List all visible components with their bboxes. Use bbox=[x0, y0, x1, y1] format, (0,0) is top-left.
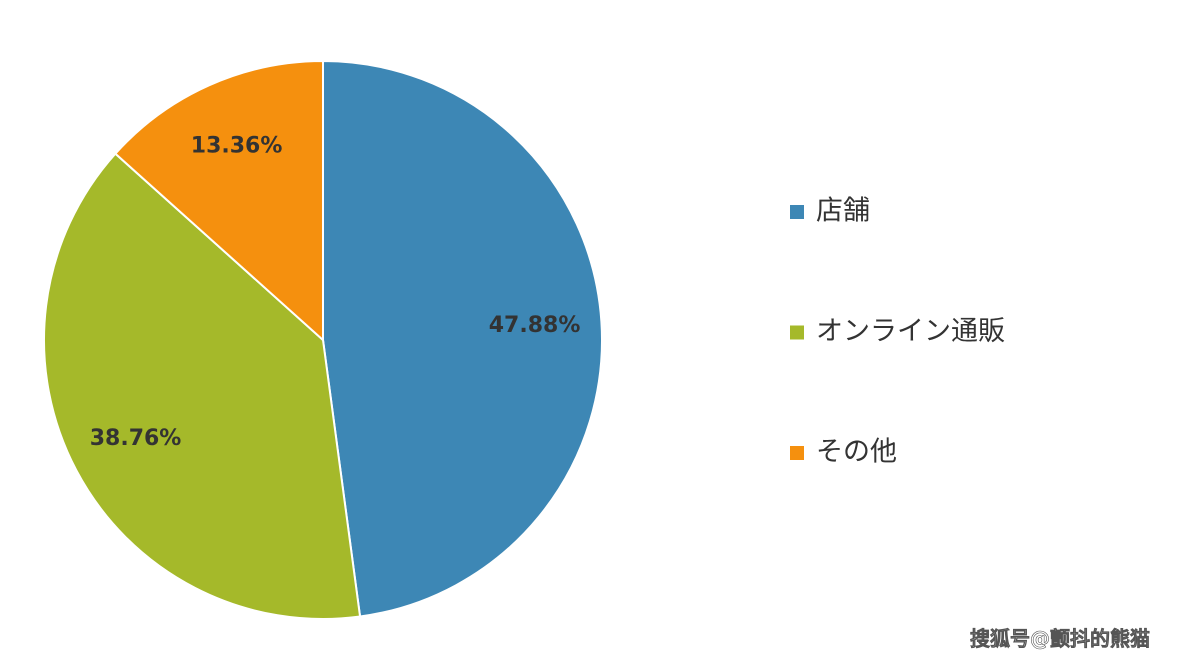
legend-label: その他 bbox=[816, 437, 897, 468]
pie-slice bbox=[113, 59, 324, 343]
value-label: 38.76% bbox=[90, 426, 182, 451]
legend-swatch bbox=[790, 205, 804, 219]
legend-swatch bbox=[790, 446, 804, 460]
legend-label: 店舗 bbox=[816, 196, 870, 227]
pie-slice bbox=[322, 59, 603, 618]
legend-label: オンライン通販 bbox=[816, 316, 1005, 347]
value-label: 47.88% bbox=[489, 313, 581, 338]
pie-slice bbox=[43, 152, 362, 620]
value-label: 13.36% bbox=[191, 133, 283, 158]
watermark: 搜狐号@颤抖的熊猫 bbox=[970, 627, 1150, 651]
legend-swatch bbox=[790, 325, 804, 340]
